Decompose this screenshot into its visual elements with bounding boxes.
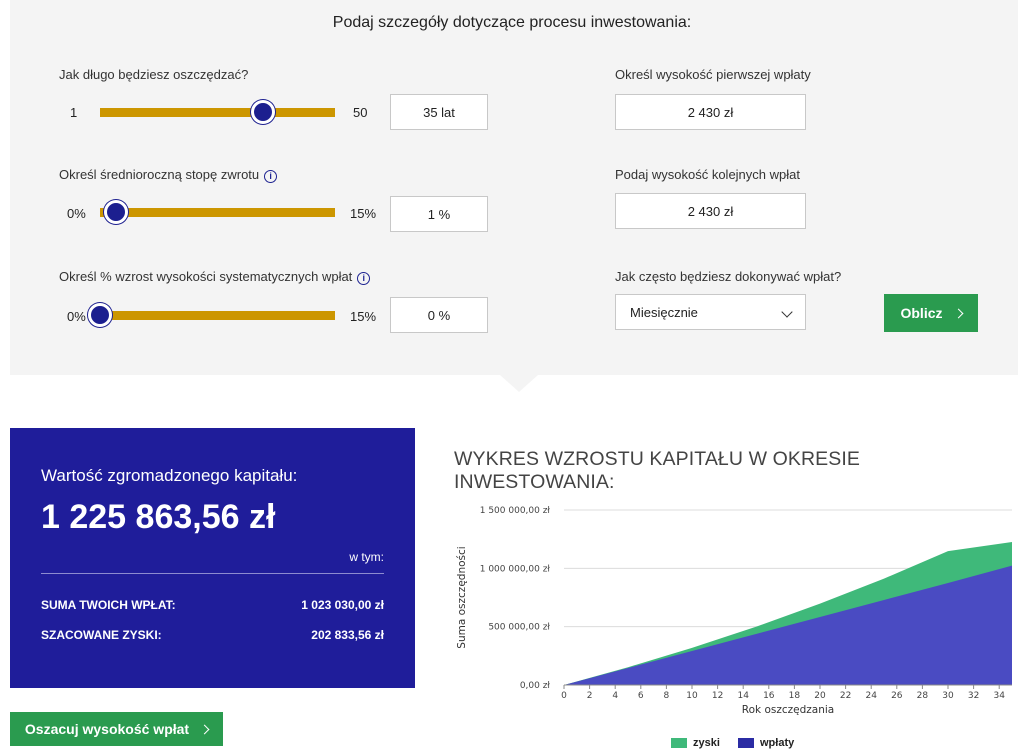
y-tick-label: 500 000,00 zł: [488, 623, 550, 633]
frequency-selected: Miesięcznie: [630, 304, 698, 320]
return-rate-max: 15%: [350, 206, 377, 221]
x-tick-label: 10: [686, 691, 698, 701]
x-tick-label: 28: [917, 691, 929, 701]
payment-growth-max: 15%: [350, 309, 377, 324]
savings-duration-label: Jak długo będziesz oszczędzać?: [59, 67, 249, 82]
result-card: Wartość zgromadzonego kapitału: 1 225 86…: [10, 428, 415, 688]
frequency-select[interactable]: Miesięcznie: [615, 294, 806, 330]
return-rate-label: Określ średnioroczną stopę zwrotu i: [59, 167, 278, 183]
x-tick-label: 14: [737, 691, 749, 701]
y-tick-label: 0,00 zł: [520, 681, 551, 691]
x-tick-label: 30: [942, 691, 954, 701]
savings-duration-max: 50: [353, 105, 368, 120]
x-tick-label: 18: [789, 691, 801, 701]
first-payment-input[interactable]: 2 430 zł: [615, 94, 806, 130]
x-tick-label: 8: [664, 691, 670, 701]
x-tick-label: 26: [891, 691, 903, 701]
gains-value: 202 833,56 zł: [311, 628, 384, 642]
panel-heading: Podaj szczegóły dotyczące procesu inwest…: [332, 14, 692, 31]
contributions-label: SUMA TWOICH WPŁAT:: [41, 598, 176, 612]
estimate-payments-button[interactable]: Oszacuj wysokość wpłat: [10, 712, 223, 746]
x-tick-label: 6: [638, 691, 644, 701]
legend-item-contributions: wpłaty: [738, 737, 794, 749]
y-tick-label: 1 000 000,00 zł: [480, 564, 551, 574]
x-tick-label: 24: [865, 691, 877, 701]
chevron-right-icon: [953, 308, 963, 318]
savings-duration-min: 1: [70, 105, 78, 120]
legend-label-contributions: wpłaty: [760, 737, 795, 749]
calculate-button-label: Oblicz: [900, 305, 943, 321]
y-tick-label: 1 500 000,00 zł: [480, 506, 551, 516]
info-icon[interactable]: i: [264, 170, 278, 183]
calculate-button[interactable]: Oblicz: [884, 294, 978, 332]
result-value: 1 225 863,56 zł: [41, 498, 276, 536]
next-payments-label: Podaj wysokość kolejnych wpłat: [615, 167, 800, 182]
x-tick-label: 20: [814, 691, 826, 701]
x-tick-label: 12: [712, 691, 723, 701]
x-tick-label: 22: [840, 691, 851, 701]
x-tick-label: 0: [561, 691, 567, 701]
payment-growth-label: Określ % wzrost wysokości systematycznyc…: [59, 269, 371, 285]
payment-growth-min: 0%: [67, 309, 86, 324]
savings-duration-input[interactable]: 35 lat: [390, 94, 488, 130]
capital-growth-chart: 0,00 zł 500 000,00 zł 1 000 000,00 zł 1 500…: [456, 506, 1012, 716]
contributions-area: [564, 565, 1012, 685]
payment-growth-thumb[interactable]: [88, 303, 112, 327]
chevron-down-icon: [781, 306, 793, 318]
chart-title: WYKRES WZROSTU KAPITAŁU W OKRESIE INWEST…: [454, 448, 860, 493]
return-rate-thumb[interactable]: [103, 200, 128, 224]
return-rate-input[interactable]: 1 %: [390, 196, 488, 232]
return-rate-min: 0%: [67, 206, 86, 221]
gains-label: SZACOWANE ZYSKI:: [41, 628, 162, 642]
result-title: Wartość zgromadzonego kapitału:: [41, 466, 298, 485]
result-divider: [41, 573, 384, 574]
estimate-payments-button-label: Oszacuj wysokość wpłat: [24, 721, 190, 737]
chevron-right-icon: [199, 724, 210, 734]
legend-item-gains: zyski: [671, 737, 720, 749]
x-axis-label: Rok oszczędzania: [742, 704, 834, 716]
result-w-tym: w tym:: [349, 550, 384, 564]
frequency-label: Jak często będziesz dokonywać wpłat?: [615, 269, 842, 284]
payment-growth-track[interactable]: [100, 311, 335, 320]
next-payments-input[interactable]: 2 430 zł: [615, 193, 806, 229]
x-tick-label: 4: [612, 691, 618, 701]
legend-label-gains: zyski: [693, 737, 720, 749]
panel-heading-bold: procesu inwestowania:: [529, 14, 692, 31]
return-rate-track[interactable]: [100, 208, 335, 217]
info-icon[interactable]: i: [357, 272, 371, 285]
first-payment-label: Określ wysokość pierwszej wpłaty: [615, 67, 811, 82]
contributions-value: 1 023 030,00 zł: [301, 598, 384, 612]
legend-swatch-contributions: [738, 738, 754, 748]
x-tick-label: 16: [763, 691, 775, 701]
x-tick-label: 2: [587, 691, 593, 701]
y-axis-label: Suma oszczędności: [456, 546, 468, 648]
savings-duration-thumb[interactable]: [251, 100, 276, 124]
x-tick-label: 32: [968, 691, 979, 701]
payment-growth-input[interactable]: 0 %: [390, 297, 488, 333]
panel-pointer-arrow: [500, 375, 538, 392]
legend-swatch-gains: [671, 738, 687, 748]
x-tick-label: 34: [993, 691, 1005, 701]
savings-duration-track[interactable]: [100, 108, 335, 117]
